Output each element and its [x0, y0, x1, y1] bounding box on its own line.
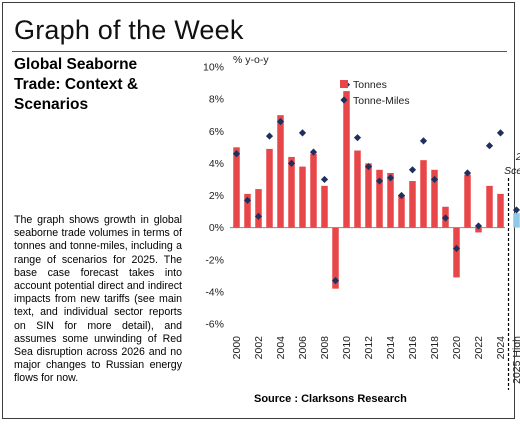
marker-tonne-miles-2006 [298, 129, 307, 137]
marker-tonne-miles-2012 [364, 162, 373, 171]
y-tick-label: 4% [209, 158, 224, 170]
bar-tonnes-2022 [475, 227, 482, 233]
bar-tonnes-2020 [453, 227, 460, 278]
marker-tonne-miles-2001 [243, 196, 252, 204]
bar-tonnes-2004 [277, 115, 284, 228]
x-tick-label: 2018 [429, 336, 441, 360]
y-tick-label: 8% [209, 94, 224, 106]
bar-tonnes-2006 [299, 166, 306, 228]
legend-label-tonne-miles: Tonne-Miles [353, 95, 410, 107]
marker-tonne-miles-2002 [254, 212, 263, 220]
bar-tonnes-2017 [420, 160, 427, 228]
x-tick-label: 2022 [473, 336, 485, 360]
bar-tonnes-2023 [486, 185, 493, 228]
bar-tonnes-2024 [497, 193, 504, 228]
x-tick-label: 2000 [231, 336, 243, 360]
y-axis-label: % y-o-y [233, 54, 269, 66]
bar-tonnes-2003 [266, 148, 273, 228]
bar-tonnes-2021 [464, 174, 471, 228]
marker-tonne-miles-2020 [452, 244, 461, 253]
chart-description: The graph shows growth in global seaborn… [14, 214, 182, 385]
x-tick-label: 2025 High [511, 336, 520, 384]
x-tick-label: 2008 [319, 336, 331, 360]
marker-tonne-miles-2019 [441, 214, 450, 222]
bar-tonnes-2005 [288, 156, 295, 228]
x-tick-label: 2020 [451, 336, 463, 360]
marker-tonne-miles-2004 [276, 118, 285, 126]
marker-tonne-miles-2022 [474, 222, 483, 230]
bar-tonnes-2000 [233, 147, 240, 228]
legend-label-tonnes: Tonnes [353, 79, 387, 91]
bar-tonnes-2012 [365, 163, 372, 228]
bar-tonnes-2002 [255, 189, 262, 228]
bar-tonnes-2014 [387, 173, 394, 228]
marker-tonne-miles-2013 [375, 177, 384, 185]
bar-tonnes-2008 [321, 185, 328, 228]
y-tick-label: 6% [209, 126, 224, 138]
title-divider [12, 51, 507, 52]
marker-tonne-miles-2000 [232, 150, 241, 158]
scenario-annotation-year: 2025 [515, 151, 520, 163]
bar-tonnes-2015 [398, 195, 405, 228]
x-tick-label: 2004 [275, 336, 287, 360]
marker-tonne-miles-2007 [309, 148, 318, 156]
bar-tonnes-2007 [310, 153, 317, 228]
x-tick-label: 2014 [385, 336, 397, 360]
marker-tonne-miles-2008 [320, 175, 329, 184]
x-tick-label: 2010 [341, 336, 353, 360]
y-tick-label: -4% [205, 286, 224, 298]
marker-tonne-miles-2003 [265, 132, 274, 140]
marker-tonne-miles-2018 [430, 175, 439, 184]
y-tick-label: 0% [209, 222, 224, 234]
x-tick-label: 2024 [495, 336, 507, 360]
bar-tonnes-2025-high [513, 213, 520, 228]
marker-tonne-miles-2014 [386, 174, 395, 182]
bar-tonnes-2009 [332, 227, 339, 289]
bar-tonnes-2013 [376, 169, 383, 228]
x-tick-label: 2016 [407, 336, 419, 360]
bar-tonnes-2010 [343, 91, 350, 228]
x-tick-label: 2012 [363, 336, 375, 360]
bar-tonnes-2001 [244, 193, 251, 228]
y-tick-label: 10% [203, 62, 224, 74]
page-title: Graph of the Week [14, 15, 244, 45]
marker-tonne-miles-2015 [397, 191, 406, 200]
y-tick-label: -2% [205, 254, 224, 266]
bar-tonnes-2016 [409, 181, 416, 228]
legend-swatch-tonnes [340, 80, 348, 88]
chart-subtitle: Global Seaborne Trade: Context & Scenari… [14, 56, 139, 113]
x-tick-label: 2002 [253, 336, 265, 360]
bar-tonnes-2011 [354, 150, 361, 228]
y-tick-label: -6% [205, 319, 224, 331]
marker-tonne-miles-2024 [496, 129, 505, 137]
marker-tonne-miles-2005 [287, 159, 296, 167]
source-note: Source : Clarksons Research [254, 393, 407, 405]
scenario-annotation-label: Scenarios [504, 165, 520, 177]
legend-marker-tonne-miles [340, 96, 348, 104]
bar-tonnes-2018 [431, 169, 438, 228]
marker-tonne-miles-2017 [419, 137, 428, 145]
marker-tonne-miles-2009 [331, 277, 340, 285]
marker-tonne-miles-2021 [463, 169, 472, 177]
marker-tonne-miles-2025-high [512, 206, 520, 214]
x-tick-label: 2006 [297, 336, 309, 360]
y-tick-label: 2% [209, 190, 224, 202]
marker-tonne-miles-2011 [353, 134, 362, 142]
marker-tonne-miles-2023 [485, 142, 494, 150]
marker-tonne-miles-2016 [408, 166, 417, 174]
